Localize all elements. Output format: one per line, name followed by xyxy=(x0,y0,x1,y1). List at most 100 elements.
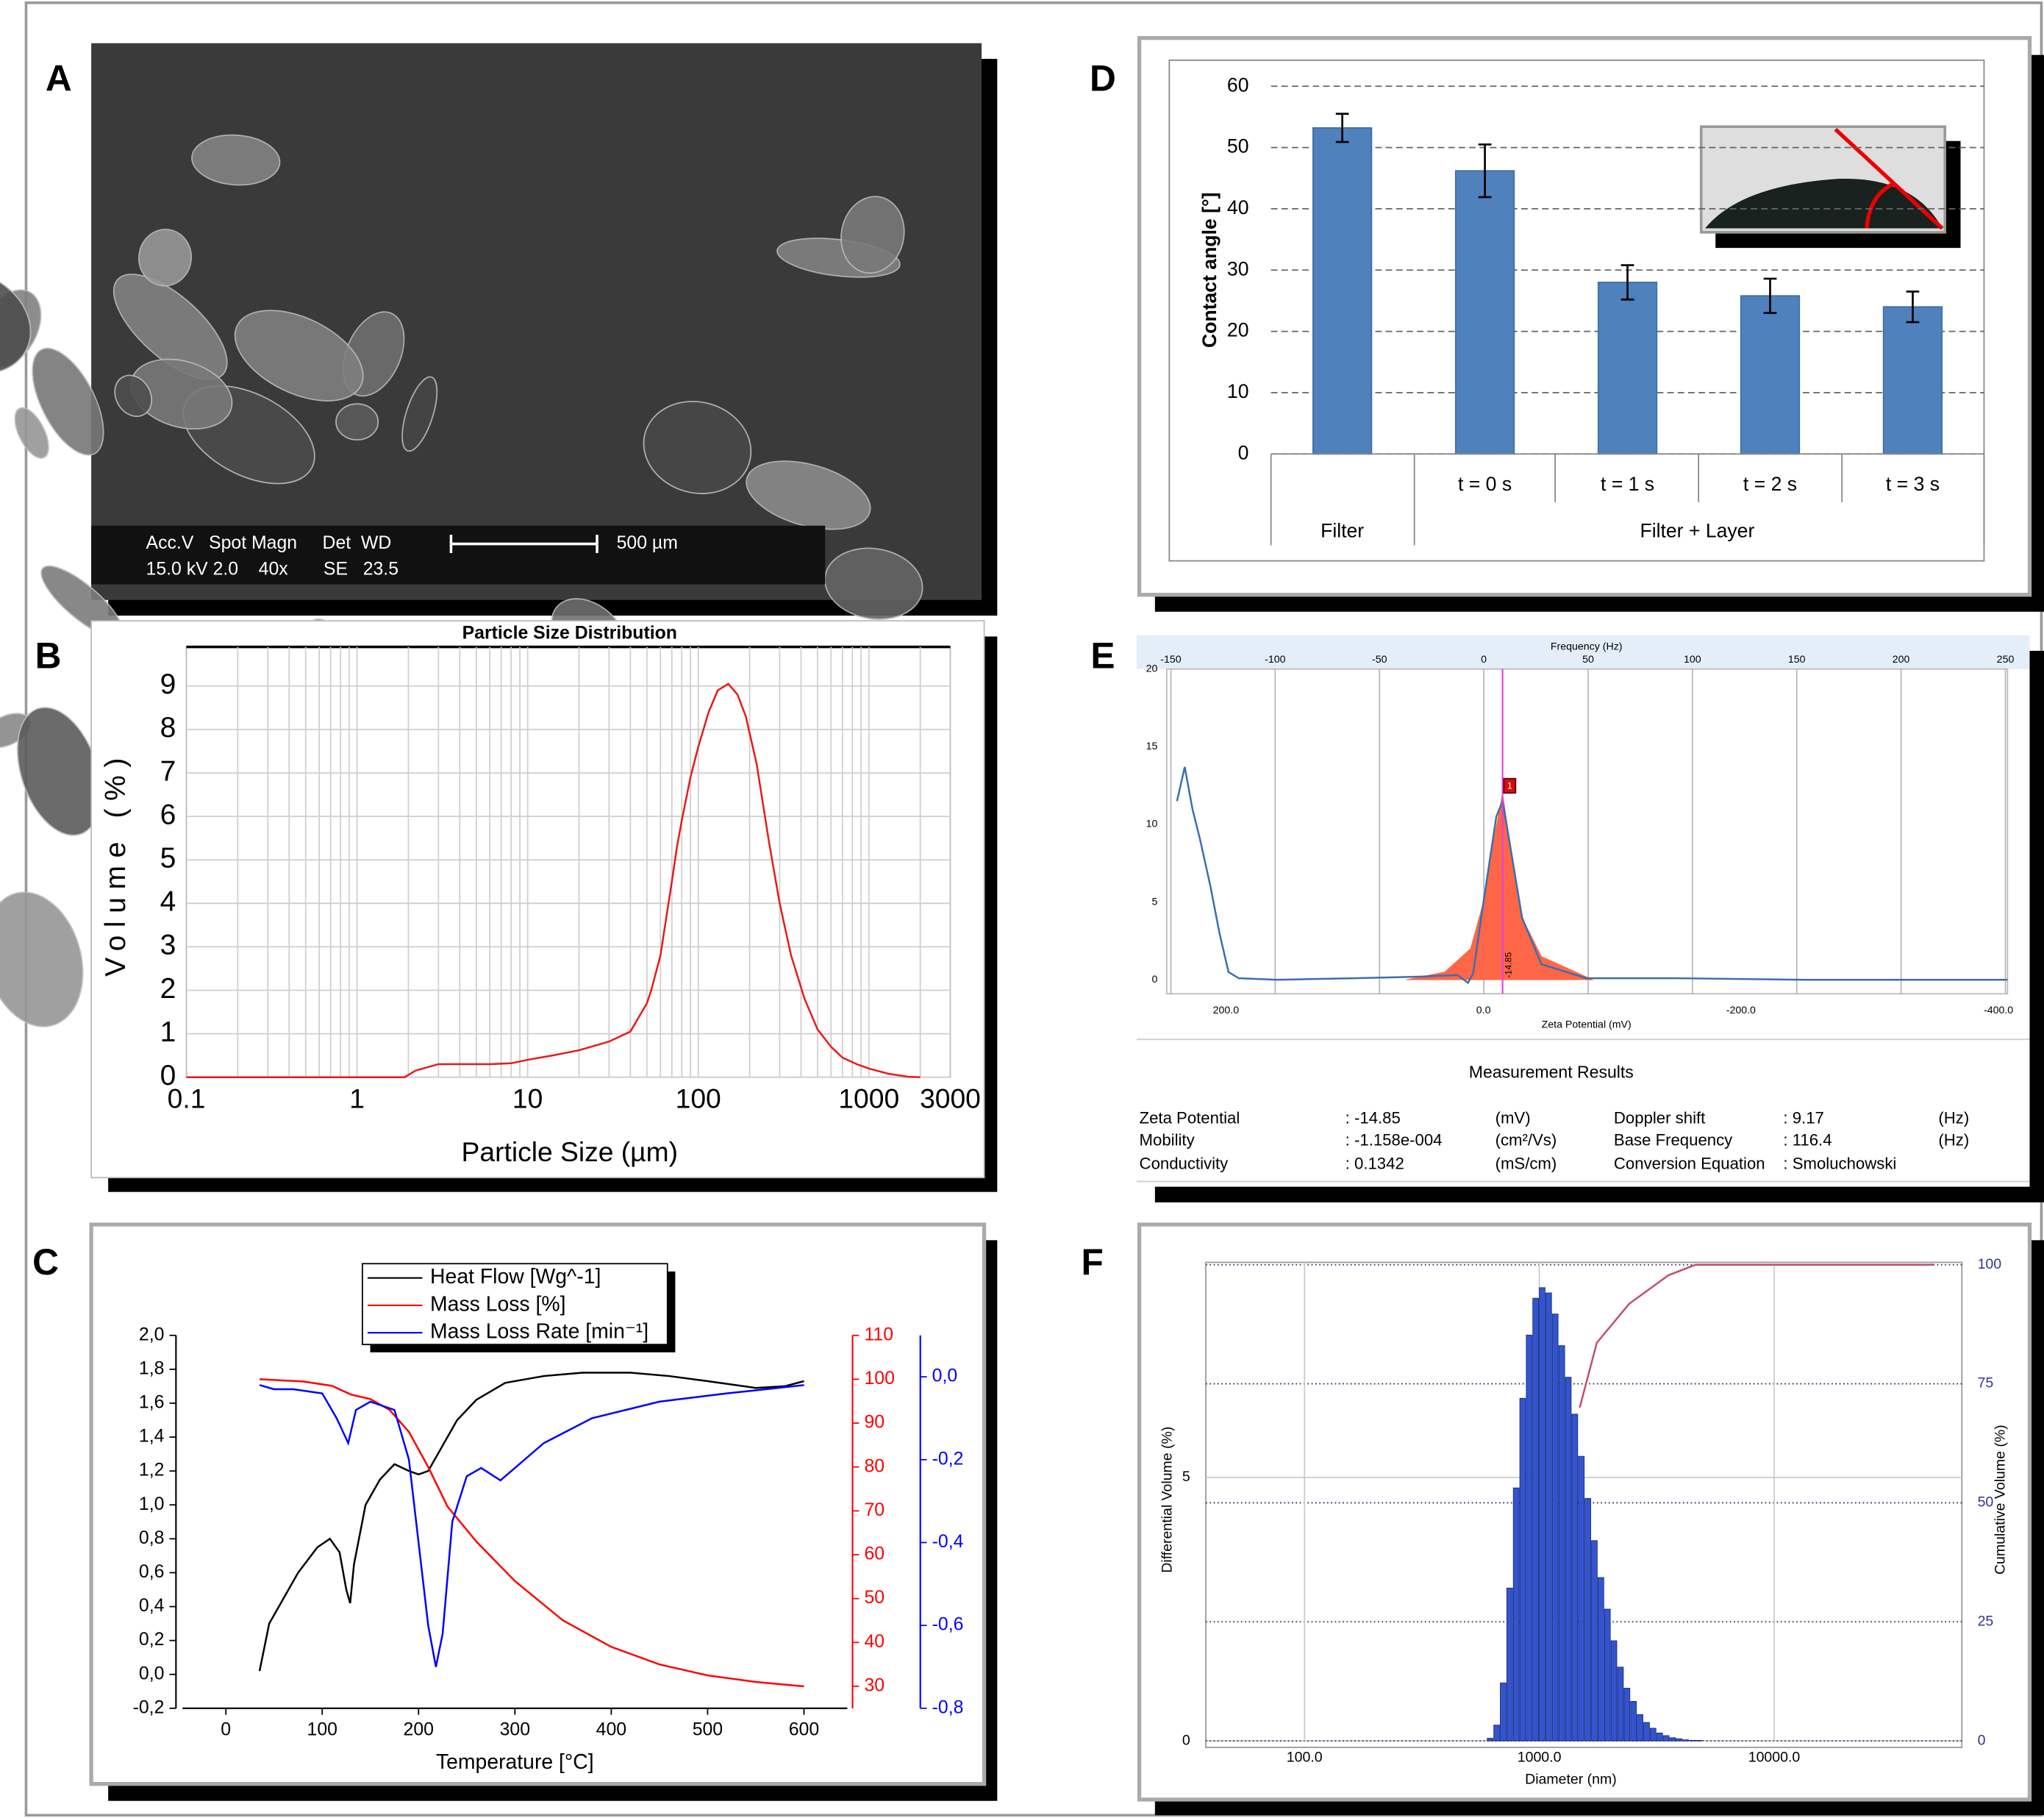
bar xyxy=(1456,171,1515,454)
x-tick-label: 600 xyxy=(789,1720,819,1740)
x-tick-label: -200.0 xyxy=(1726,1005,1756,1016)
y2-tick-label: 90 xyxy=(864,1413,885,1433)
histogram-bar xyxy=(1683,1740,1689,1741)
page: Acc.V Spot Magn Det WD 15.0 kV 2.0 40x S… xyxy=(0,0,2044,1818)
y-tick-label: 60 xyxy=(1227,74,1249,96)
histogram-bar xyxy=(1637,1714,1643,1741)
histogram-bar xyxy=(1618,1667,1623,1741)
histogram-bar xyxy=(1592,1541,1598,1741)
y-tick-label: 1,6 xyxy=(139,1393,165,1413)
sem-text: 15.0 kV 2.0 40x SE 23.5 xyxy=(146,560,399,580)
y2-tick-label: 50 xyxy=(1978,1494,1994,1511)
sem-text: Acc.V Spot Magn Det WD xyxy=(146,533,392,553)
histogram-bar xyxy=(1513,1488,1519,1741)
y-tick-label: 9 xyxy=(160,669,176,700)
x-tick-label: -400.0 xyxy=(1984,1005,2013,1016)
histogram-bar xyxy=(1520,1398,1526,1741)
panel-label: C xyxy=(32,1241,59,1283)
y-tick-label: 1 xyxy=(160,1016,176,1048)
x-tick-label: 200 xyxy=(404,1720,434,1740)
table-cell: : 0.1342 xyxy=(1346,1154,1404,1172)
y-tick-label: 6 xyxy=(160,799,176,830)
x-label: Particle Size (µm) xyxy=(462,1136,678,1167)
x-tick-label: 0 xyxy=(221,1720,231,1740)
y2-tick-label: 100 xyxy=(864,1369,894,1389)
table-cell: : -1.158e-004 xyxy=(1346,1130,1443,1149)
y-tick-label: 40 xyxy=(1227,196,1249,218)
y2-label: Cumulative Volume (%) xyxy=(1993,1425,2009,1575)
table-cell: (Hz) xyxy=(1938,1130,1969,1149)
histogram-bar xyxy=(1545,1293,1551,1741)
y2-tick-label: 70 xyxy=(864,1500,885,1520)
table-cell: : -14.85 xyxy=(1346,1108,1401,1127)
y-tick-label: 8 xyxy=(160,712,176,744)
y-tick-label: 0 xyxy=(1151,974,1157,985)
y2-tick-label: 0 xyxy=(1978,1732,1986,1748)
y-tick-label: 10 xyxy=(1227,380,1249,402)
panel-label: B xyxy=(35,635,62,677)
x-tick-label: 1 xyxy=(349,1083,365,1113)
panel-label: D xyxy=(1090,57,1116,99)
y-tick-label: 4 xyxy=(160,886,176,918)
marker-tag: 1 xyxy=(1507,781,1512,791)
y2-tick-label: 60 xyxy=(864,1544,885,1564)
y2-tick-label: 80 xyxy=(864,1456,885,1476)
histogram-bar xyxy=(1526,1335,1532,1741)
histogram-bar xyxy=(1690,1740,1695,1741)
x-tick-label: 100.0 xyxy=(1287,1749,1323,1765)
y-tick-label: 1,2 xyxy=(139,1461,165,1480)
table-cell: Conversion Equation xyxy=(1614,1154,1765,1172)
sem-particle xyxy=(336,404,378,440)
histogram-bar xyxy=(1611,1641,1617,1741)
x-tick-label: 0.0 xyxy=(1476,1005,1491,1016)
x-tick-label: 10000.0 xyxy=(1748,1749,1801,1765)
x2-tick-label: -150 xyxy=(1160,654,1181,666)
table-cell: Mobility xyxy=(1140,1130,1196,1149)
x2-tick-label: -100 xyxy=(1265,654,1285,666)
histogram-bar xyxy=(1579,1456,1584,1741)
x-tick-label: 1000 xyxy=(838,1083,899,1113)
histogram-bar xyxy=(1494,1725,1500,1741)
y-tick-label: 1,8 xyxy=(139,1358,165,1378)
histogram-bar xyxy=(1585,1499,1591,1742)
panel-label: F xyxy=(1082,1241,1104,1283)
y2-tick-label: 100 xyxy=(1978,1256,2002,1272)
figure: Acc.V Spot Magn Det WD 15.0 kV 2.0 40x S… xyxy=(0,0,2044,1818)
x2-tick-label: 0 xyxy=(1481,654,1487,666)
x-label: Zeta Potential (mV) xyxy=(1542,1019,1632,1031)
y-tick-label: 15 xyxy=(1146,741,1158,752)
x-tick-label: Filter xyxy=(1321,520,1364,542)
y-tick-label: 2,0 xyxy=(139,1325,165,1344)
x-tick-label: t = 0 s xyxy=(1458,473,1512,495)
histogram-bar xyxy=(1657,1733,1662,1741)
x-label: Diameter (nm) xyxy=(1525,1771,1617,1787)
x2-tick-label: -50 xyxy=(1372,654,1387,666)
y-tick-label: 7 xyxy=(160,755,176,787)
bar xyxy=(1741,296,1800,454)
table-cell: Base Frequency xyxy=(1614,1130,1733,1149)
histogram-bar xyxy=(1696,1740,1702,1741)
y-label: Volume (%) xyxy=(100,750,132,977)
histogram-bar xyxy=(1663,1736,1669,1741)
table-cell: Conductivity xyxy=(1140,1154,1229,1172)
x2-tick-label: 200 xyxy=(1893,654,1910,666)
y2-tick-label: 50 xyxy=(864,1588,885,1608)
panel-label: E xyxy=(1090,635,1115,677)
y-tick-label: 0,2 xyxy=(139,1630,165,1650)
y3-tick-label: -0,4 xyxy=(932,1532,964,1552)
y-tick-label: 2 xyxy=(160,973,176,1005)
y-tick-label: 3 xyxy=(160,930,176,961)
histogram-bar xyxy=(1559,1346,1565,1741)
panel-frame xyxy=(1137,635,2029,1187)
x-tick-label: 1000.0 xyxy=(1518,1749,1562,1765)
sem-particle xyxy=(0,880,98,1038)
group-label: Filter + Layer xyxy=(1640,520,1754,542)
y-tick-label: 0 xyxy=(1238,441,1249,463)
sem-scale-text: 500 µm xyxy=(617,533,678,553)
x2-tick-label: 150 xyxy=(1788,654,1806,666)
x2-tick-label: 50 xyxy=(1582,654,1594,666)
y-tick-label: 0,4 xyxy=(139,1596,165,1616)
x2-label: Frequency (Hz) xyxy=(1551,641,1623,652)
x-tick-label: 400 xyxy=(596,1720,626,1740)
histogram-bar xyxy=(1487,1739,1493,1742)
